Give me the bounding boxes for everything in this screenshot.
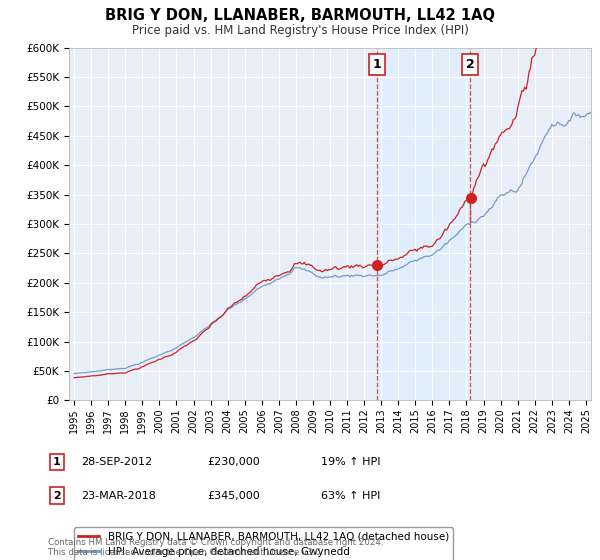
Bar [377, 48, 470, 400]
Text: Contains HM Land Registry data © Crown copyright and database right 2024.
This d: Contains HM Land Registry data © Crown c… [48, 538, 383, 557]
Text: BRIG Y DON, LLANABER, BARMOUTH, LL42 1AQ: BRIG Y DON, LLANABER, BARMOUTH, LL42 1AQ [105, 8, 495, 24]
Text: 1: 1 [53, 457, 61, 467]
Text: £230,000: £230,000 [207, 457, 260, 467]
Text: Price paid vs. HM Land Registry's House Price Index (HPI): Price paid vs. HM Land Registry's House … [131, 24, 469, 36]
Text: 28-SEP-2012: 28-SEP-2012 [81, 457, 152, 467]
Text: £345,000: £345,000 [207, 491, 260, 501]
Text: 2: 2 [466, 58, 475, 71]
Legend: BRIG Y DON, LLANABER, BARMOUTH, LL42 1AQ (detached house), HPI: Average price, d: BRIG Y DON, LLANABER, BARMOUTH, LL42 1AQ… [74, 528, 453, 560]
Text: 23-MAR-2018: 23-MAR-2018 [81, 491, 156, 501]
Text: 2: 2 [53, 491, 61, 501]
Text: 19% ↑ HPI: 19% ↑ HPI [321, 457, 380, 467]
Text: 1: 1 [373, 58, 381, 71]
Text: 63% ↑ HPI: 63% ↑ HPI [321, 491, 380, 501]
